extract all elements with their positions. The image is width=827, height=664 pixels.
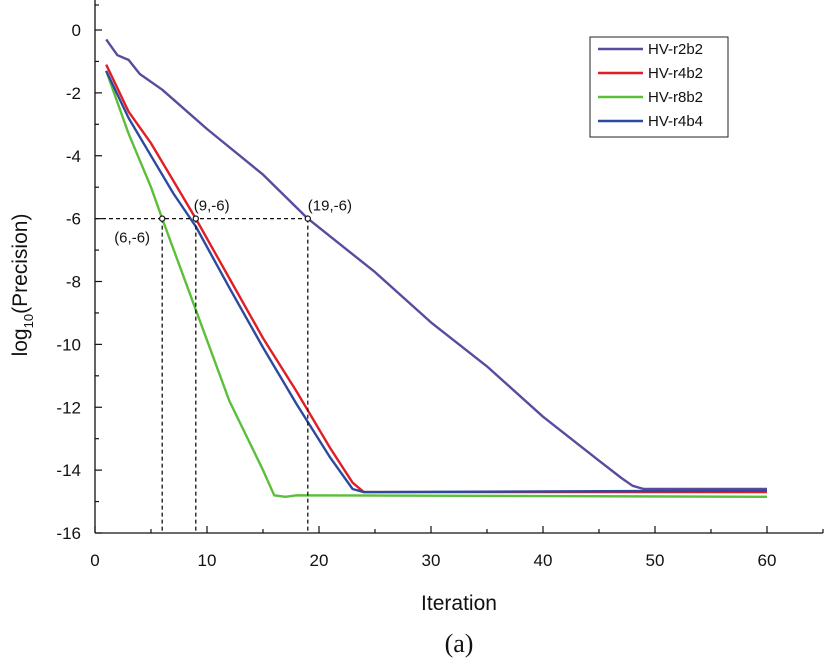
legend: HV-r2b2 HV-r4b2 HV-r8b2 HV-r4b4: [589, 36, 729, 138]
x-tick-label: 10: [198, 551, 217, 570]
x-tick-label: 40: [534, 551, 553, 570]
y-tick-label: -16: [56, 524, 81, 543]
series-line-hv-r2b2: [105, 38, 767, 491]
marker-point: [158, 215, 166, 222]
marker-point: [304, 215, 311, 222]
y-tick-label: -4: [66, 147, 81, 166]
y-tick-label: -10: [56, 335, 81, 354]
y-tick-label: -14: [56, 461, 81, 480]
annotations: (6,-6) (9,-6) (19,-6): [114, 198, 352, 247]
x-tick-label: 20: [310, 551, 329, 570]
y-axis-title-main: log: [9, 328, 32, 356]
y-axis-title: log10(Precision): [9, 214, 36, 357]
y-axis-title-rest: (Precision): [9, 214, 32, 314]
y-tick-label: -8: [66, 273, 81, 292]
reference-guides: [95, 217, 309, 533]
x-tick-label: 30: [422, 551, 441, 570]
marker-label: (6,-6): [114, 230, 150, 247]
y-tick-label: -2: [66, 84, 81, 103]
marker-label: (19,-6): [308, 198, 352, 215]
y-tick-label: -6: [66, 210, 81, 229]
y-tick-label: -12: [56, 398, 81, 417]
legend-label: HV-r2b2: [648, 41, 703, 58]
plot-lines: [105, 38, 768, 498]
axes: 0 -2 -4 -6 -8 -10 -12 -14 -16 0 10 20 30 40 50 60: [56, 0, 824, 570]
series-line-hv-r4b4: [105, 70, 768, 494]
y-tick-label: 0: [72, 21, 81, 40]
legend-label: HV-r4b4: [648, 113, 703, 130]
legend-label: HV-r8b2: [648, 89, 703, 106]
legend-label: HV-r4b2: [648, 65, 703, 82]
x-tick-label: 50: [646, 551, 665, 570]
figure-caption: (a): [445, 629, 474, 658]
y-axis-title-subscript: 10: [21, 314, 36, 328]
marker-point: [192, 215, 199, 222]
marker-label: (9,-6): [194, 198, 230, 215]
x-axis-title: Iteration: [421, 592, 497, 615]
x-tick-label: 60: [758, 551, 777, 570]
x-tick-label: 0: [90, 551, 99, 570]
series-line-hv-r8b2: [105, 70, 768, 498]
